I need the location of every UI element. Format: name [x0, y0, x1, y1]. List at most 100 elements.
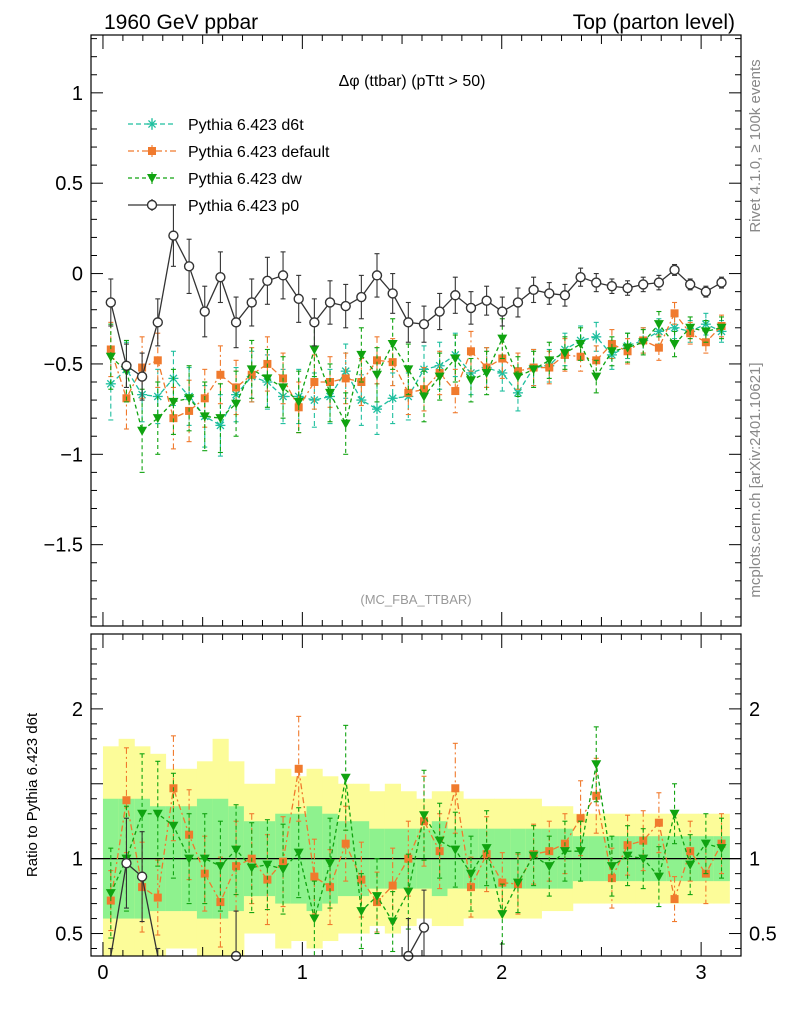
main-point-p0: [403, 317, 414, 328]
main-point-dw: [418, 392, 429, 402]
main-point-default: [169, 414, 178, 423]
main-point-dw: [199, 412, 210, 422]
ratio-point-p0: [418, 922, 430, 933]
ratio-ytick-label: 0.5: [55, 924, 83, 946]
main-title: Δφ (ttbar) (pTtt > 50): [339, 73, 486, 90]
main-point-p0: [105, 297, 116, 308]
main-point-dw: [278, 383, 289, 393]
main-point-p0: [638, 279, 649, 290]
main-point-dw: [137, 426, 148, 436]
main-point-p0: [528, 284, 539, 296]
legend-label: Pythia 6.423 default: [188, 144, 330, 161]
ratio-frame: [90, 633, 742, 957]
ratio-point-default: [498, 878, 507, 887]
ratio-point-default: [670, 895, 679, 904]
ratio-ytick-label: 1: [72, 849, 83, 871]
legend-marker-dw: [147, 174, 157, 183]
ratio-point-dw: [685, 860, 696, 870]
ratio-point-default: [185, 830, 194, 839]
main-ytick-label: 0: [72, 264, 83, 286]
main-point-p0: [591, 277, 602, 288]
ratio-point-default: [623, 841, 632, 850]
ratio-series-dw: [105, 724, 727, 956]
legend-label: Pythia 6.423 d6t: [188, 117, 304, 134]
main-point-p0: [700, 286, 712, 297]
ratio-point-default: [404, 854, 413, 863]
ratio-point-dw: [372, 892, 382, 902]
ratio-ytick-label-right: 1: [749, 849, 760, 871]
main-point-p0: [183, 261, 195, 272]
main-point-dw: [685, 323, 696, 333]
ratio-point-default: [576, 814, 585, 823]
main-point-dw: [325, 388, 336, 398]
legend-marker-p0: [146, 199, 158, 211]
ratio-point-dw: [575, 847, 586, 857]
main-point-dw: [606, 347, 617, 357]
ratio-point-dw: [356, 907, 367, 917]
main-point-p0: [309, 317, 320, 328]
ratio-point-p0: [136, 871, 148, 882]
ratio-point-default: [607, 874, 616, 883]
legend-item-default: Pythia 6.423 default: [128, 144, 330, 161]
main-series-dw: [105, 310, 727, 473]
main-point-dw: [559, 349, 570, 359]
ratio-point-dw: [403, 887, 414, 897]
ratio-point-default: [294, 764, 303, 773]
main-point-dw: [215, 414, 226, 424]
legend-item-dw: Pythia 6.423 dw: [128, 171, 302, 188]
main-point-dw: [481, 368, 492, 378]
main-point-default: [451, 387, 460, 396]
main-point-dw: [434, 372, 445, 382]
main-ytick-label: −0.5: [44, 354, 83, 376]
main-point-default: [466, 347, 475, 356]
legend-marker-d6t: [147, 119, 157, 129]
main-point-dw: [184, 394, 195, 404]
main-point-p0: [356, 291, 367, 303]
ratio-point-dw: [325, 859, 336, 869]
main-point-dw: [512, 372, 523, 382]
main-point-dw: [372, 370, 382, 380]
main-point-dw: [387, 340, 398, 350]
main-point-default: [373, 356, 381, 365]
ratio-ytick-label-right: 2: [749, 699, 760, 721]
ratio-point-dw: [653, 872, 664, 882]
main-point-dw: [716, 323, 727, 333]
main-point-p0: [669, 264, 680, 276]
main-series-default: [106, 301, 726, 450]
main-point-p0: [559, 290, 571, 301]
ratio-point-dw: [669, 809, 680, 819]
main-point-p0: [262, 275, 273, 286]
ratio-point-dw: [105, 889, 116, 899]
ratio-point-dw: [199, 854, 210, 864]
ratio-ylabel: Ratio to Pythia 6.423 d6t: [24, 712, 41, 877]
main-ytick-label: −1.5: [44, 535, 83, 557]
main-point-p0: [653, 277, 665, 288]
main-point-default: [341, 374, 350, 383]
main-point-dw: [168, 397, 179, 407]
main-point-default: [216, 370, 225, 379]
ratio-point-default: [357, 875, 366, 884]
main-point-default: [326, 378, 335, 387]
main-point-p0: [277, 270, 289, 281]
main-point-dw: [105, 352, 116, 362]
main-point-dw: [231, 399, 242, 409]
main-point-p0: [230, 317, 242, 328]
xtick-label: 1: [297, 962, 308, 984]
main-point-default: [419, 385, 428, 394]
ratio-point-dw: [184, 854, 195, 864]
main-point-dw: [262, 374, 273, 384]
ratio-point-dw: [152, 809, 163, 819]
ratio-point-dw: [387, 917, 398, 927]
main-point-dw: [669, 340, 680, 350]
main-point-dw: [403, 365, 414, 375]
main-point-default: [654, 343, 663, 352]
ratio-point-default: [717, 839, 726, 848]
ratio-point-default: [654, 818, 663, 827]
main-point-p0: [684, 279, 696, 290]
ratio-point-dw: [716, 844, 727, 854]
main-point-dw: [246, 365, 257, 375]
main-point-d6t: [387, 393, 398, 404]
ratio-point-dw: [168, 821, 179, 831]
